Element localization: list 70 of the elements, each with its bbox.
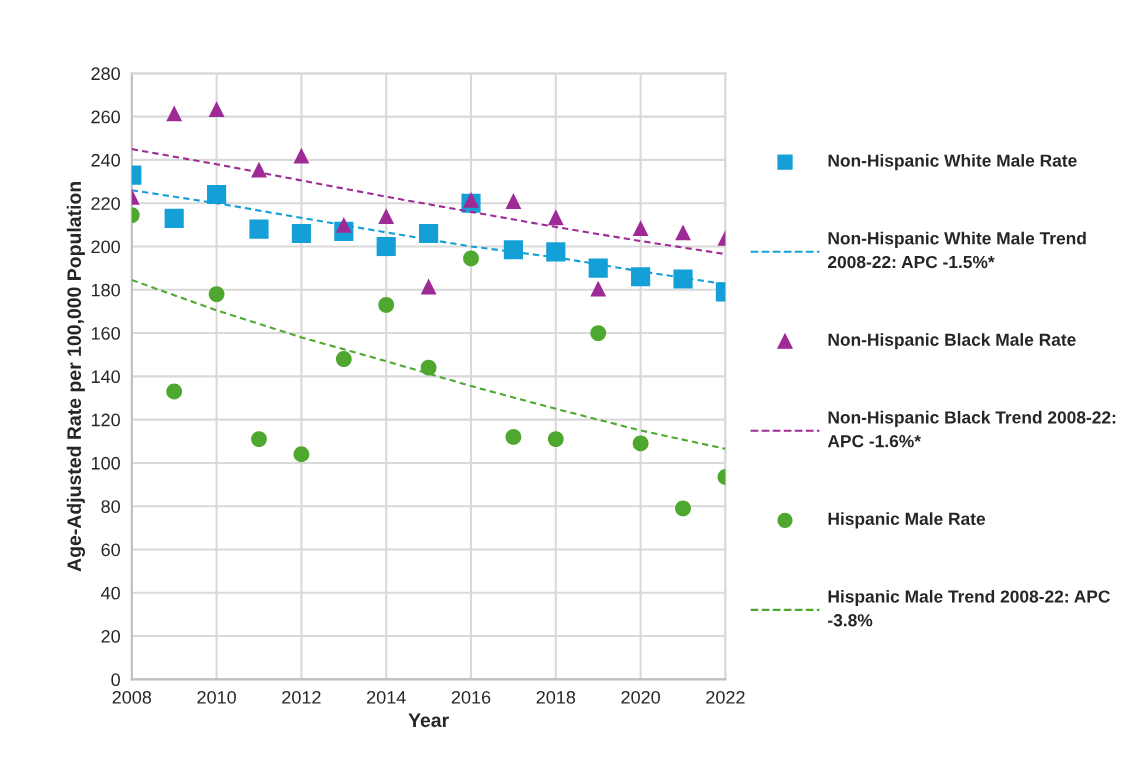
y-tick-label: 20 <box>101 630 120 643</box>
x-tick-label: 2012 <box>282 690 321 704</box>
point <box>503 240 523 260</box>
point <box>547 431 564 448</box>
point <box>420 278 437 295</box>
point <box>590 325 607 341</box>
point <box>207 184 227 205</box>
point <box>420 359 437 376</box>
point <box>378 297 395 313</box>
legend-label: Hispanic Male Rate <box>828 512 986 529</box>
x-axis-title: Year <box>408 713 449 728</box>
point <box>251 161 267 178</box>
point <box>547 209 564 226</box>
x-tick-label: 2018 <box>536 690 576 704</box>
y-tick-label: 260 <box>91 110 120 124</box>
point <box>376 236 396 257</box>
point <box>166 105 183 122</box>
legend-label: Non-Hispanic Black Male Rate <box>828 333 1076 350</box>
point <box>293 446 310 463</box>
x-tick-label: 2008 <box>112 690 152 704</box>
x-tick-label: 2010 <box>197 690 236 704</box>
point <box>249 219 269 239</box>
point <box>164 208 184 228</box>
legend-label: Non-Hispanic Black Trend 2008-22: APC -1.6%* <box>827 410 1116 448</box>
x-tick-label: 2016 <box>451 690 491 704</box>
point <box>588 258 608 278</box>
legend-label: Non-Hispanic White Male Trend 2008-22: APC -1.5%* <box>828 231 1086 269</box>
x-tick-label: 2022 <box>706 690 745 704</box>
point <box>546 242 566 262</box>
point <box>675 224 691 241</box>
point <box>291 223 311 244</box>
y-tick-label: 60 <box>101 543 120 557</box>
point <box>675 500 691 517</box>
point <box>463 250 479 267</box>
y-tick-label: 0 <box>111 673 120 687</box>
y-tick-label: 120 <box>91 413 120 427</box>
point <box>590 280 607 297</box>
point <box>419 223 439 244</box>
point <box>505 429 522 445</box>
y-tick-label: 40 <box>101 586 120 600</box>
y-tick-label: 220 <box>91 197 120 210</box>
point <box>632 220 649 237</box>
point <box>505 193 522 209</box>
point <box>632 435 649 452</box>
point <box>208 101 225 117</box>
line-series <box>131 279 726 450</box>
point <box>166 383 183 400</box>
y-tick-label: 100 <box>91 456 120 470</box>
point <box>335 351 352 367</box>
point <box>673 269 693 289</box>
y-tick-label: 80 <box>101 500 120 513</box>
y-tick-label: 280 <box>91 67 120 81</box>
point <box>251 431 267 448</box>
point <box>293 147 310 164</box>
line-series <box>131 148 726 256</box>
y-tick-label: 160 <box>91 327 120 340</box>
x-tick-label: 2014 <box>367 690 406 704</box>
y-tick-label: 140 <box>91 370 120 384</box>
y-axis-title: Age-Adjusted Rate per 100,000 Population <box>66 181 85 572</box>
point <box>378 208 395 225</box>
y-tick-label: 240 <box>91 153 120 167</box>
point <box>335 216 352 233</box>
point <box>631 267 651 287</box>
point <box>463 192 479 208</box>
legend-label: Non-Hispanic White Male Rate <box>828 154 1077 171</box>
y-tick-label: 180 <box>91 283 120 297</box>
point <box>208 286 225 303</box>
x-tick-label: 2020 <box>621 690 660 704</box>
y-tick-label: 200 <box>91 240 120 254</box>
legend-label: Hispanic Male Trend 2008-22: APC -3.8% <box>828 589 1110 627</box>
